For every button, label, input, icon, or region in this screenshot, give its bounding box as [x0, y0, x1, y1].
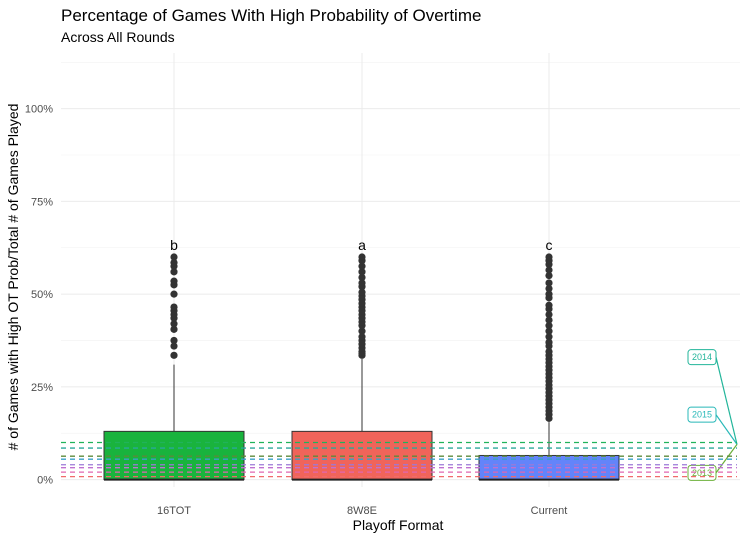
outlier-point — [358, 288, 366, 296]
outlier-point — [545, 271, 553, 280]
outlier-point — [545, 333, 553, 341]
y-tick-label: 50% — [31, 289, 53, 301]
x-tick-label: 16TOT — [157, 505, 191, 517]
outlier-point — [545, 338, 553, 346]
outlier-point — [170, 290, 178, 298]
chart-title: Percentage of Games With High Probabilit… — [61, 6, 481, 25]
outlier-point — [170, 268, 178, 276]
year-label-leader — [715, 357, 738, 445]
x-tick-label: Current — [531, 505, 568, 517]
outlier-point — [170, 303, 178, 311]
outlier-point — [358, 279, 366, 287]
outlier-point — [358, 253, 366, 261]
outlier-point — [545, 310, 553, 319]
outlier-point — [358, 327, 366, 335]
year-label: 2013 — [692, 468, 712, 478]
outlier-point — [170, 258, 178, 267]
outlier-point — [545, 266, 553, 274]
year-label-box — [687, 349, 717, 366]
outlier-point — [170, 320, 178, 328]
outlier-point — [358, 268, 366, 276]
outlier-point — [358, 273, 366, 282]
outlier-point — [545, 301, 553, 309]
significance-letter: b — [170, 237, 178, 253]
significance-letter: a — [358, 237, 366, 253]
reference-lines-layer — [61, 441, 737, 478]
outlier-point — [545, 322, 553, 330]
outlier-point — [545, 316, 553, 324]
year-label-box — [687, 406, 717, 423]
year-label: 2015 — [692, 410, 712, 420]
outlier-point — [358, 333, 366, 341]
outlier-point — [545, 279, 553, 287]
outlier-point — [545, 348, 553, 356]
significance-letter: c — [546, 237, 553, 253]
outlier-point — [545, 327, 553, 335]
outlier-point — [545, 284, 553, 293]
outlier-point — [170, 253, 178, 261]
tick-labels-layer: 0% 25% 50% 75% 100% 16TOT 8W8E Current — [25, 104, 567, 517]
y-axis-title: # of Games with High OT Prob/Total # of … — [5, 104, 21, 451]
y-tick-label: 0% — [37, 475, 53, 487]
outlier-point — [170, 336, 178, 345]
year-label: 2014 — [692, 352, 712, 362]
grid-layer — [61, 53, 740, 487]
outlier-point — [170, 351, 178, 359]
y-tick-label: 25% — [31, 382, 53, 394]
outlier-point — [545, 253, 553, 261]
y-tick-label: 100% — [25, 104, 53, 116]
outlier-point — [170, 342, 178, 350]
y-tick-label: 75% — [31, 196, 53, 208]
outlier-point — [170, 277, 178, 285]
x-tick-label: 8W8E — [347, 505, 377, 517]
chart-subtitle: Across All Rounds — [61, 29, 175, 45]
x-axis-title: Playoff Format — [353, 517, 444, 533]
year-label-leader — [715, 414, 738, 445]
outlier-point — [545, 290, 553, 298]
outlier-point — [358, 262, 366, 270]
year-labels-layer: 2014 2015 2013 — [687, 349, 738, 481]
outlier-point — [170, 325, 178, 333]
